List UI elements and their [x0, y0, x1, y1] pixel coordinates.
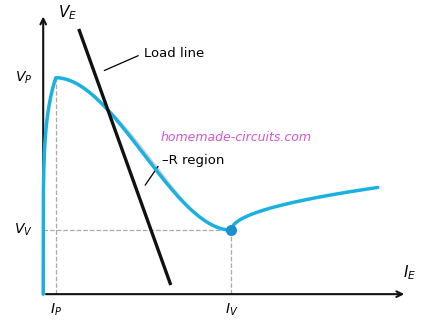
- Text: $I_V$: $I_V$: [225, 302, 238, 318]
- Text: $I_P$: $I_P$: [50, 302, 62, 318]
- Text: $V_P$: $V_P$: [16, 70, 33, 86]
- Text: homemade-circuits.com: homemade-circuits.com: [160, 131, 311, 144]
- Text: $I_E$: $I_E$: [402, 263, 416, 282]
- Polygon shape: [56, 77, 232, 230]
- Text: $V_V$: $V_V$: [14, 222, 33, 238]
- Text: –R region: –R region: [145, 153, 225, 185]
- Text: $V_E$: $V_E$: [58, 3, 77, 22]
- Text: Load line: Load line: [104, 47, 204, 71]
